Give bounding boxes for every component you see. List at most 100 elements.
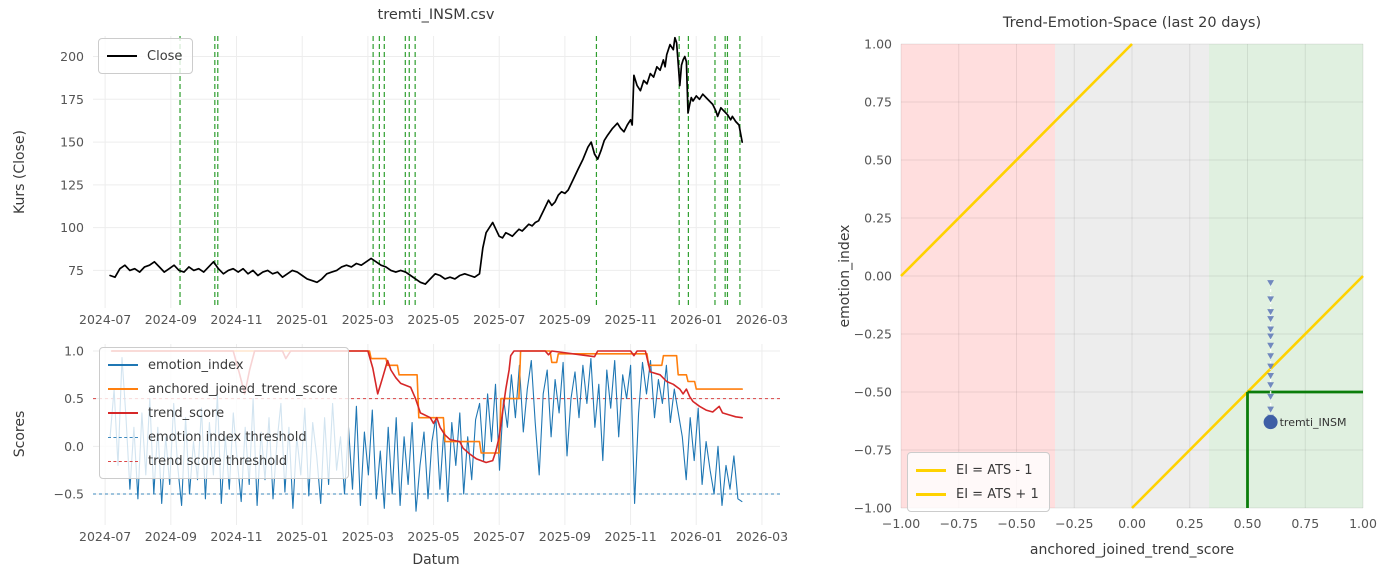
x-tick-label: −0.25 bbox=[1055, 516, 1093, 531]
x-tick-label: 0.00 bbox=[1118, 516, 1146, 531]
current-position-point bbox=[1263, 415, 1278, 430]
y-tick-label: 125 bbox=[60, 177, 84, 192]
anchored-trend-line-sample-icon bbox=[108, 388, 138, 390]
y-tick-label: −0.5 bbox=[54, 487, 84, 502]
x-tick-label: 2025-07 bbox=[473, 529, 525, 544]
trail-arrow-icon bbox=[1267, 382, 1274, 389]
y-tick-label: 200 bbox=[60, 49, 84, 64]
legend-item: anchored_joined_trend_score bbox=[108, 377, 338, 401]
x-tick-label: 2025-03 bbox=[342, 529, 394, 544]
y-tick-label: 150 bbox=[60, 135, 84, 150]
legend-label: emotion_index bbox=[148, 357, 244, 373]
trail-arrow-icon bbox=[1267, 316, 1274, 323]
x-tick-label: 2024-11 bbox=[210, 529, 262, 544]
x-tick-label: 2025-09 bbox=[539, 312, 591, 327]
space-legend: EI = ATS - 1 EI = ATS + 1 bbox=[907, 452, 1050, 512]
line-EI = ATS + 1 bbox=[900, 43, 1133, 277]
legend-item: emotion index threshold bbox=[108, 425, 338, 449]
band-negative-zone bbox=[901, 44, 1056, 508]
point-label: tremti_INSM bbox=[1280, 416, 1347, 429]
x-tick-label: 2024-07 bbox=[79, 529, 131, 544]
price-chart-title: tremti_INSM.csv bbox=[377, 7, 495, 23]
y-tick-label: 0.5 bbox=[64, 391, 84, 406]
scores-x-axis-label: Datum bbox=[412, 552, 460, 568]
legend-label: trend_score bbox=[148, 405, 225, 421]
trail-arrow-icon bbox=[1267, 309, 1274, 316]
trail-arrow-icon bbox=[1267, 372, 1274, 379]
x-tick-label: 0.50 bbox=[1234, 516, 1262, 531]
legend-item: EI = ATS + 1 bbox=[916, 482, 1039, 506]
legend-label: EI = ATS + 1 bbox=[956, 486, 1039, 502]
space-y-axis-label: emotion_index bbox=[837, 224, 853, 328]
trail-arrow-icon bbox=[1267, 406, 1274, 413]
x-tick-label: 2024-09 bbox=[145, 312, 197, 327]
y-tick-label: 1.00 bbox=[864, 37, 892, 52]
legend-item: emotion_index bbox=[108, 353, 338, 377]
scores-y-axis-label: Scores bbox=[12, 410, 28, 458]
x-tick-label: 0.25 bbox=[1176, 516, 1204, 531]
price-legend: Close bbox=[98, 38, 194, 74]
x-tick-label: 2025-01 bbox=[276, 312, 328, 327]
x-tick-label: −1.00 bbox=[882, 516, 920, 531]
y-tick-label: 0.75 bbox=[864, 95, 892, 110]
ei-ats-minus-line-sample-icon bbox=[916, 468, 946, 472]
y-tick-label: −0.50 bbox=[854, 385, 892, 400]
space-x-axis-label: anchored_joined_trend_score bbox=[1029, 542, 1235, 558]
space-chart-title: Trend-Emotion-Space (last 20 days) bbox=[1002, 15, 1262, 31]
y-tick-label: 1.0 bbox=[64, 343, 84, 358]
ei-ats-plus-line-sample-icon bbox=[916, 492, 946, 496]
y-tick-label: 175 bbox=[60, 92, 84, 107]
x-tick-label: −0.75 bbox=[940, 516, 978, 531]
legend-label: EI = ATS - 1 bbox=[956, 462, 1033, 478]
x-tick-label: 2024-09 bbox=[145, 529, 197, 544]
trail-arrow-icon bbox=[1267, 333, 1274, 340]
band-positive-zone bbox=[1208, 44, 1363, 508]
y-tick-label: 0.50 bbox=[864, 153, 892, 168]
series-Close bbox=[109, 36, 744, 285]
y-tick-label: 100 bbox=[60, 220, 84, 235]
trail-arrow-icon bbox=[1267, 342, 1274, 349]
trend-threshold-line-sample-icon bbox=[108, 460, 138, 462]
series-anchored_joined_trend_score bbox=[110, 350, 744, 454]
x-tick-label: 2025-03 bbox=[342, 312, 394, 327]
band-neutral-zone bbox=[1055, 44, 1209, 508]
x-tick-label: 2025-09 bbox=[539, 529, 591, 544]
y-tick-label: −0.75 bbox=[854, 443, 892, 458]
y-tick-label: 75 bbox=[68, 263, 84, 278]
legend-label: Close bbox=[147, 48, 183, 64]
trail-arrow-icon bbox=[1267, 280, 1274, 287]
legend-label: trend score threshold bbox=[148, 453, 288, 469]
x-tick-label: 2025-01 bbox=[276, 529, 328, 544]
emotion-index-line-sample-icon bbox=[108, 364, 138, 366]
emotion-threshold-line-sample-icon bbox=[108, 436, 138, 438]
legend-item: EI = ATS - 1 bbox=[916, 458, 1039, 482]
x-tick-label: 2025-07 bbox=[473, 312, 525, 327]
scores-legend: emotion_index anchored_joined_trend_scor… bbox=[99, 347, 349, 479]
price-chart-svg: 2024-07 2024-09 2024-11 2025-01 2025-03 2025-… bbox=[60, 36, 788, 327]
x-tick-label: 1.00 bbox=[1349, 516, 1377, 531]
x-tick-label: 2026-01 bbox=[670, 312, 722, 327]
legend-item: trend score threshold bbox=[108, 449, 338, 473]
trail-arrow-icon bbox=[1267, 393, 1274, 400]
x-tick-label: 0.75 bbox=[1291, 516, 1319, 531]
y-tick-label: −1.00 bbox=[854, 501, 892, 516]
x-tick-label: 2025-05 bbox=[407, 312, 459, 327]
x-tick-label: 2026-03 bbox=[736, 529, 788, 544]
x-tick-label: 2024-07 bbox=[79, 312, 131, 327]
legend-label: emotion index threshold bbox=[148, 429, 307, 445]
legend-item: trend_score bbox=[108, 401, 338, 425]
x-tick-label: 2026-03 bbox=[736, 312, 788, 327]
y-tick-label: 0.25 bbox=[864, 211, 892, 226]
trail-arrow-icon bbox=[1267, 326, 1274, 333]
x-tick-label: −0.50 bbox=[997, 516, 1035, 531]
x-tick-label: 2025-11 bbox=[604, 529, 656, 544]
legend-item: Close bbox=[107, 44, 182, 68]
series-trend_score bbox=[110, 350, 744, 464]
y-tick-label: 0.00 bbox=[864, 269, 892, 284]
trail-arrow-icon bbox=[1267, 363, 1274, 370]
price-y-axis-label: Kurs (Close) bbox=[12, 130, 28, 214]
x-tick-label: 2026-01 bbox=[670, 529, 722, 544]
x-tick-label: 2025-11 bbox=[604, 312, 656, 327]
trail-arrow-icon bbox=[1267, 353, 1274, 360]
